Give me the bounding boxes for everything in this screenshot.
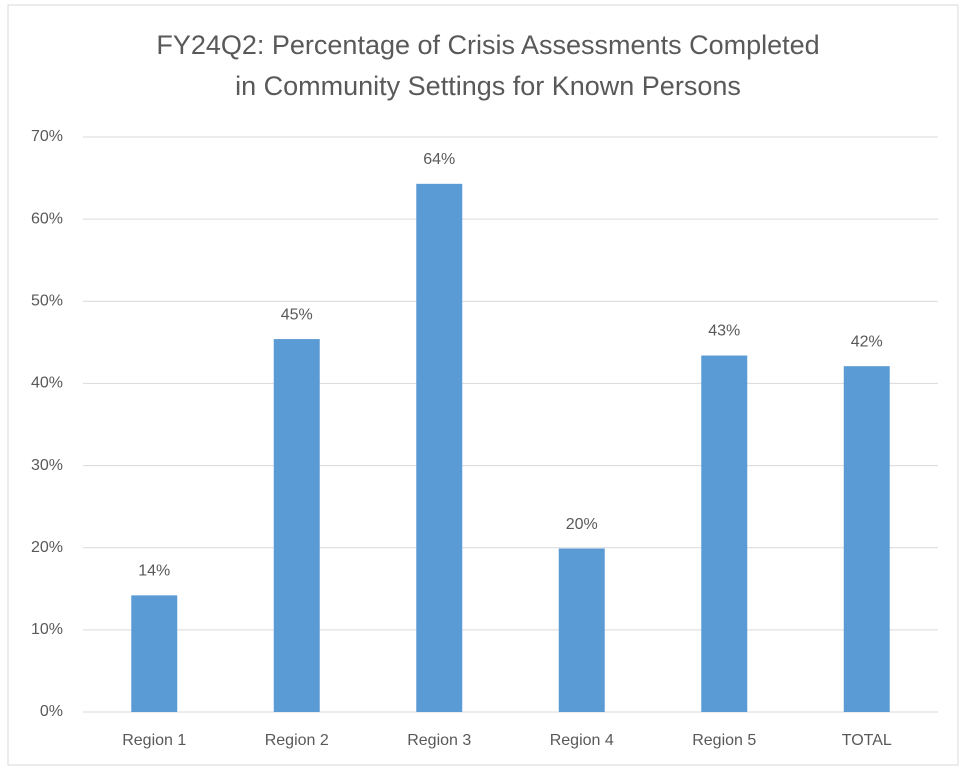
- bar: [416, 183, 463, 713]
- bar: [701, 355, 748, 712]
- bar: [273, 339, 320, 712]
- y-tick-label: 20%: [31, 539, 63, 556]
- data-label: 14%: [138, 563, 170, 580]
- data-label: 45%: [281, 306, 313, 323]
- y-tick-label: 60%: [31, 210, 63, 227]
- data-label: 43%: [708, 323, 740, 340]
- data-label: 20%: [566, 516, 598, 533]
- x-tick-label: Region 4: [550, 732, 614, 749]
- bar: [843, 366, 890, 712]
- y-tick-label: 30%: [31, 457, 63, 474]
- y-tick-label: 0%: [40, 703, 63, 720]
- bar: [558, 548, 605, 712]
- y-tick-label: 70%: [31, 128, 63, 145]
- data-label: 64%: [423, 151, 455, 168]
- x-tick-label: Region 3: [407, 732, 471, 749]
- y-tick-label: 40%: [31, 375, 63, 392]
- x-tick-label: TOTAL: [842, 732, 892, 749]
- bar: [131, 595, 178, 712]
- chart-title: FY24Q2: Percentage of Crisis Assessments…: [156, 30, 819, 60]
- x-tick-label: Region 5: [692, 732, 756, 749]
- y-tick-label: 10%: [31, 621, 63, 638]
- chart-title: in Community Settings for Known Persons: [235, 71, 741, 101]
- data-label: 42%: [851, 333, 883, 350]
- x-tick-label: Region 2: [265, 732, 329, 749]
- y-tick-label: 50%: [31, 293, 63, 310]
- x-tick-label: Region 1: [122, 732, 186, 749]
